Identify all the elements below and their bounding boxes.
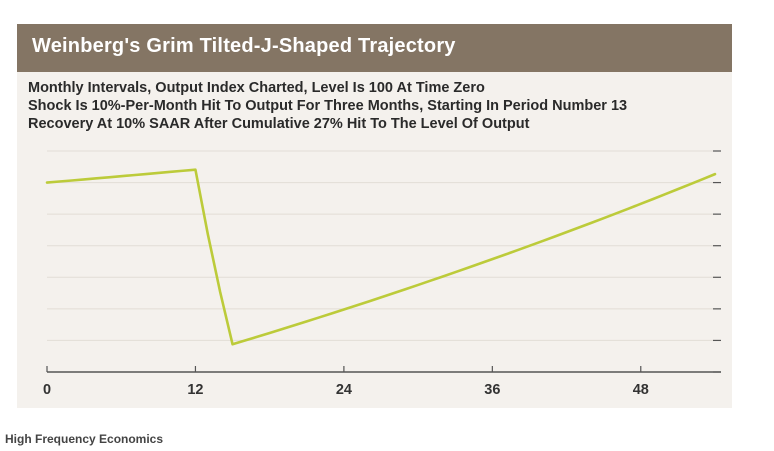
- chart-panel: Weinberg's Grim Tilted-J-Shaped Trajecto…: [17, 24, 732, 408]
- x-tick-label-12: 12: [187, 382, 203, 398]
- x-tick-label-48: 48: [633, 382, 649, 398]
- chart-subtitle-2: Shock Is 10%-Per-Month Hit To Output For…: [28, 98, 628, 114]
- source-credit: High Frequency Economics: [5, 432, 164, 446]
- x-tick-label-36: 36: [484, 382, 500, 398]
- chart-subtitle-3: Recovery At 10% SAAR After Cumulative 27…: [28, 116, 530, 132]
- x-tick-label-0: 0: [43, 382, 51, 398]
- chart-subtitle-1: Monthly Intervals, Output Index Charted,…: [28, 80, 485, 96]
- line-chart: 707580859095100105012243648: [43, 150, 721, 398]
- chart-title: Weinberg's Grim Tilted-J-Shaped Trajecto…: [32, 35, 456, 57]
- chart-title-bar: Weinberg's Grim Tilted-J-Shaped Trajecto…: [17, 24, 732, 72]
- x-tick-label-24: 24: [336, 382, 352, 398]
- series-line-0: [45, 168, 717, 346]
